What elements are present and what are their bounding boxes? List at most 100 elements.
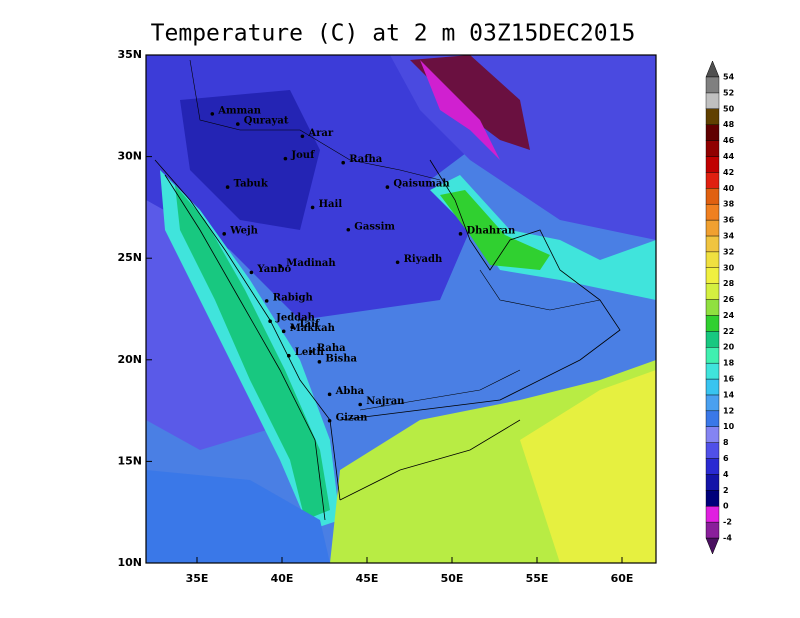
city-marker: [290, 325, 295, 330]
colorbar-label: 4: [723, 470, 729, 479]
city-marker: [249, 270, 254, 275]
city-label: Gizan: [336, 412, 368, 423]
city-marker: [283, 156, 288, 161]
city-label: Abha: [335, 386, 365, 397]
colorbar-label: 2: [723, 486, 729, 495]
colorbar-band: [705, 442, 720, 459]
colorbar-band: [705, 235, 720, 253]
city-label: Bisha: [325, 353, 357, 364]
colorbar-over: [705, 60, 720, 78]
city-label: Jouf: [290, 150, 315, 161]
colorbar-label: 54: [723, 73, 735, 82]
city-marker: [268, 319, 272, 323]
city-marker: [341, 160, 346, 165]
colorbar-band: [705, 124, 720, 141]
city-label: Rafha: [349, 154, 383, 165]
colorbar-band: [705, 203, 720, 221]
city-label: Madinah: [286, 258, 336, 269]
colorbar-band: [705, 156, 720, 173]
city-label: Wejh: [229, 225, 258, 236]
colorbar-band: [705, 219, 720, 237]
colorbar-band: [705, 140, 720, 157]
colorbar-label: 44: [723, 152, 735, 161]
city-label: Makkah: [290, 323, 336, 334]
city-label: Riyadh: [404, 254, 443, 265]
colorbar-band: [705, 394, 720, 412]
colorbar-label: 18: [723, 359, 735, 368]
colorbar-band: [705, 474, 720, 491]
city-marker: [346, 227, 351, 232]
y-tick-label: 10N: [117, 556, 142, 569]
colorbar-band: [705, 172, 720, 189]
city-label: Qaisumah: [393, 179, 450, 190]
city-marker: [278, 264, 283, 269]
x-tick-label: 60E: [611, 572, 634, 585]
colorbar-band: [705, 331, 720, 348]
colorbar-label: 42: [723, 168, 734, 177]
x-tick-label: 35E: [186, 572, 209, 585]
city-label: Yanbo: [256, 264, 291, 275]
colorbar-band: [705, 251, 720, 268]
city-marker: [210, 112, 215, 116]
city-label: Dhahran: [467, 225, 516, 236]
map-frame: [145, 54, 657, 564]
city-label: Qurayat: [244, 116, 289, 127]
colorbar-label: 34: [723, 231, 735, 240]
colorbar-label: 40: [723, 184, 735, 193]
colorbar-band: [705, 92, 720, 109]
colorbar-label: 8: [723, 438, 729, 447]
colorbar-label: 6: [723, 454, 729, 463]
colorbar-label: 16: [723, 375, 735, 384]
colorbar-band: [705, 521, 720, 539]
city-label: Jeddah: [275, 313, 316, 324]
city-marker: [300, 134, 305, 139]
colorbar-band: [705, 76, 720, 94]
y-tick-label: 35N: [117, 48, 142, 61]
colorbar-band: [705, 362, 720, 380]
y-tick-label: 25N: [117, 251, 142, 264]
city-marker: [236, 122, 240, 126]
city-marker: [264, 299, 269, 303]
city-marker: [385, 185, 390, 189]
y-tick-label: 15N: [117, 454, 142, 467]
colorbar-label: 52: [723, 88, 734, 97]
title: Temperature (C) at 2 m 03Z15DEC2015: [151, 21, 636, 47]
colorbar-band: [705, 410, 720, 427]
colorbar-label: 0: [723, 502, 729, 511]
colorbar-label: 38: [723, 200, 735, 209]
city-marker: [327, 418, 332, 423]
city-label: Leith: [295, 347, 325, 358]
x-tick-label: 55E: [526, 572, 549, 585]
city-marker: [395, 260, 400, 265]
city-marker: [317, 360, 322, 364]
city-label: Rabigh: [273, 292, 314, 303]
colorbar-band: [705, 426, 720, 443]
colorbar-band: [705, 299, 720, 316]
city-label: Raha: [317, 343, 346, 354]
city-marker: [222, 232, 226, 236]
city-marker: [309, 349, 313, 354]
colorbar-band: [705, 506, 720, 523]
y-tick-label: 30N: [117, 150, 142, 163]
city-marker: [310, 205, 315, 210]
colorbar-label: -4: [723, 534, 732, 543]
city-label: Najran: [366, 396, 405, 407]
colorbar-band: [705, 490, 720, 507]
x-tick-label: 50E: [441, 572, 464, 585]
city-marker: [358, 402, 363, 407]
colorbar-band: [705, 347, 720, 364]
colorbar-band: [705, 458, 720, 475]
city-label: Tabuk: [234, 179, 269, 190]
city-label: Arar: [307, 128, 334, 139]
city-marker: [281, 329, 286, 334]
colorbar-label: 48: [723, 120, 735, 129]
colorbar-label: 10: [723, 422, 735, 431]
colorbar-label: 14: [723, 390, 735, 399]
colorbar-label: 46: [723, 136, 735, 145]
city-label: Hail: [319, 199, 343, 210]
colorbar-band: [705, 283, 720, 300]
colorbar-label: 22: [723, 327, 734, 336]
colorbar-label: 30: [723, 263, 735, 272]
colorbar-label: 28: [723, 279, 735, 288]
